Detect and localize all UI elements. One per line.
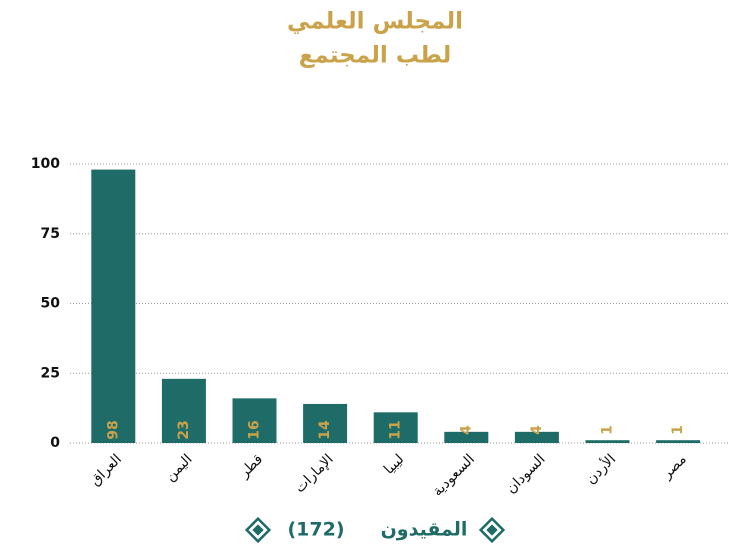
- y-tick-label: 100: [31, 156, 60, 172]
- x-tick-label: ليبيا: [381, 451, 407, 477]
- bar: [161, 378, 206, 443]
- legend-icon: [244, 516, 272, 544]
- legend-icon: [478, 516, 506, 544]
- x-tick-label: السعودية: [430, 451, 478, 499]
- legend: (172) المقيدون: [244, 516, 506, 544]
- value-label: 1: [600, 425, 616, 435]
- legend-label: المقيدون: [381, 519, 468, 541]
- value-label: 4: [529, 425, 545, 435]
- x-tick-label: العراق: [87, 451, 125, 489]
- y-tick-label: 50: [41, 296, 61, 312]
- chart-title: المجلس العلمي: [287, 9, 463, 35]
- bar: [444, 431, 489, 443]
- legend-total: (172): [287, 519, 344, 541]
- y-tick-label: 25: [41, 365, 60, 381]
- value-label: 23: [176, 420, 192, 439]
- value-label: 98: [105, 420, 121, 439]
- bar: [303, 403, 348, 443]
- x-tick-label: قطر: [236, 451, 266, 481]
- bar: [91, 169, 136, 443]
- value-label: 11: [388, 420, 404, 439]
- x-tick-label: الإمارات: [292, 451, 337, 496]
- x-tick-label: مصر: [658, 451, 689, 482]
- x-tick-label: اليمن: [162, 451, 195, 484]
- bar: [656, 440, 701, 443]
- value-label: 16: [247, 420, 263, 439]
- y-tick-label: 0: [50, 435, 60, 451]
- y-tick-label: 75: [41, 226, 60, 242]
- value-label: 14: [317, 420, 333, 440]
- x-tick-label: السودان: [503, 451, 548, 496]
- bar: [373, 412, 418, 443]
- chart-title: لطب المجتمع: [299, 43, 451, 69]
- bar: [514, 431, 559, 443]
- x-tick-label: الأردن: [582, 450, 620, 488]
- bar: [585, 440, 630, 443]
- value-label: 1: [670, 425, 686, 435]
- value-label: 4: [458, 425, 474, 435]
- bar: [232, 398, 277, 443]
